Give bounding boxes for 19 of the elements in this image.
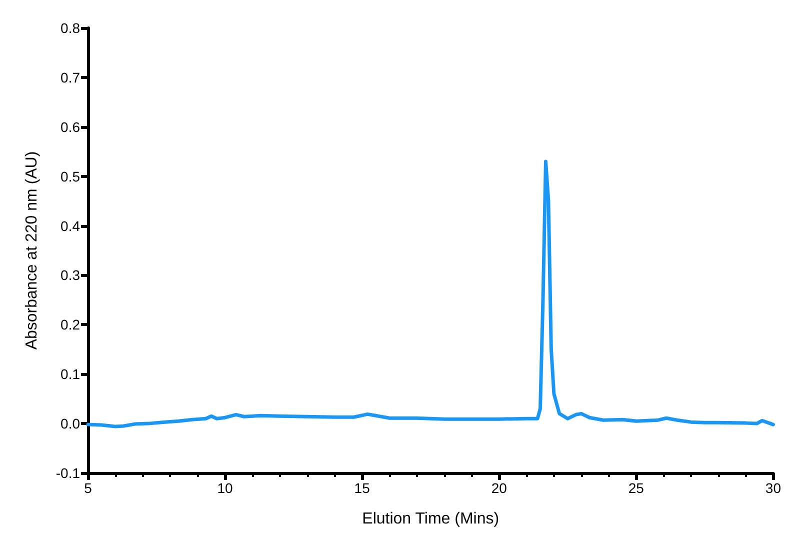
y-tick-label: 0.6 bbox=[60, 118, 80, 135]
y-tick-label: 0.0 bbox=[60, 416, 80, 432]
y-tick-label: 0.5 bbox=[60, 168, 80, 184]
line-series bbox=[86, 160, 775, 428]
x-tick-label: 30 bbox=[765, 480, 782, 496]
y-tick-label: 0.7 bbox=[60, 69, 80, 86]
x-tick-label: 20 bbox=[491, 480, 508, 496]
y-tick-label: -0.1 bbox=[56, 465, 80, 481]
x-axis-title: Elution Time (Mins) bbox=[362, 510, 500, 528]
y-tick-label: 0.8 bbox=[60, 20, 80, 36]
x-tick-label: 5 bbox=[84, 480, 92, 496]
y-tick-label: 0.1 bbox=[60, 366, 80, 382]
y-tick-label: 0.3 bbox=[60, 267, 80, 284]
x-tick-label: 10 bbox=[217, 480, 234, 496]
y-tick-label: 0.4 bbox=[60, 218, 80, 234]
y-tick-label: 0.2 bbox=[60, 316, 80, 333]
x-tick-label: 15 bbox=[354, 480, 370, 496]
y-axis-title: Absorbance at 220 nm (AU) bbox=[24, 151, 40, 350]
x-tick-label: 25 bbox=[628, 480, 644, 496]
